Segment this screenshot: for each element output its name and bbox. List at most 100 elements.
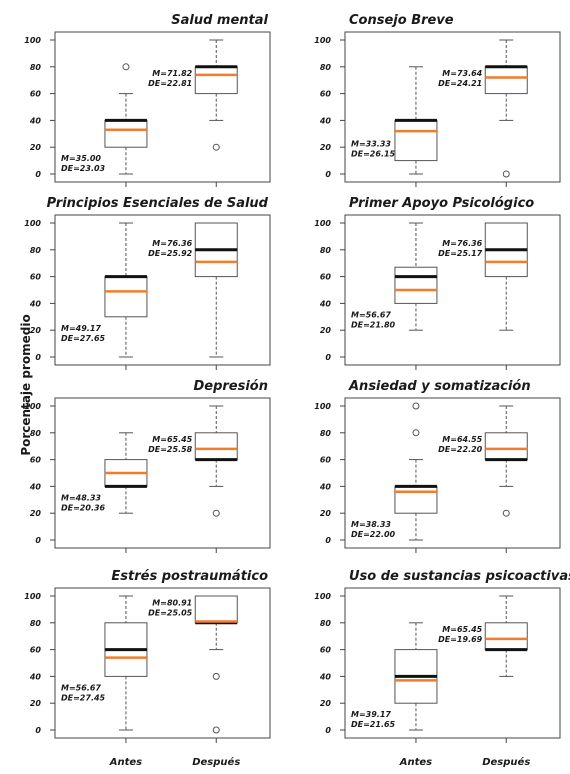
panel-frame	[54, 31, 271, 183]
annotation-sd: DE=22.81	[148, 79, 192, 88]
y-tick-label: 80	[30, 619, 42, 628]
annotation-mean: M=65.45	[152, 435, 192, 444]
panel: Uso de sustancias psicoactivas 0 20 40 60 80 1…	[314, 569, 570, 743]
y-tick-label: 20	[320, 699, 332, 708]
panel-frame	[54, 214, 271, 366]
annotation-mean: M=64.55	[442, 435, 482, 444]
y-tick-label: 0	[35, 353, 41, 362]
y-tick-label: 40	[319, 482, 332, 491]
annotation-sd: DE=27.45	[61, 693, 106, 702]
annotation-mean: M=71.82	[152, 69, 192, 78]
annotation-mean: M=56.67	[61, 683, 101, 692]
x-axis-labels: Antes Después Antes Después	[109, 756, 531, 768]
y-tick-label: 100	[24, 592, 41, 601]
panel-frame	[344, 397, 561, 549]
annotation-sd: DE=23.03	[61, 164, 106, 173]
panel: Primer Apoyo Psicológico 0 20 40 60 80 100 M=56…	[314, 196, 561, 370]
y-axis-label: Porcentaje promedio	[19, 314, 33, 455]
annotation-sd: DE=25.05	[148, 608, 193, 617]
annotation-sd: DE=21.65	[351, 720, 396, 729]
y-tick-label: 60	[30, 273, 42, 282]
annotation-sd: DE=25.58	[148, 445, 193, 454]
y-tick-label: 40	[319, 672, 332, 681]
y-tick-label: 40	[319, 116, 332, 125]
y-tick-label: 20	[30, 326, 42, 335]
y-tick-label: 20	[320, 143, 332, 152]
outlier-point	[212, 672, 220, 680]
annotation-mean: M=80.91	[152, 598, 192, 607]
annotation-sd: DE=22.00	[351, 530, 396, 539]
x-category-label: Antes	[109, 757, 142, 768]
y-tick-label: 40	[29, 672, 42, 681]
box-rect	[484, 66, 528, 95]
annotation-sd: DE=19.69	[438, 635, 483, 644]
annotation-mean: M=35.00	[61, 154, 101, 163]
y-tick-label: 0	[35, 726, 41, 735]
y-tick-label: 20	[320, 509, 332, 518]
annotation-mean: M=73.64	[442, 69, 482, 78]
y-tick-label: 40	[319, 299, 332, 308]
annotation-mean: M=33.33	[351, 140, 391, 149]
y-tick-label: 0	[35, 170, 41, 179]
y-tick-label: 0	[325, 536, 331, 545]
outlier-point	[502, 509, 510, 517]
y-tick-label: 100	[24, 402, 41, 411]
y-tick-label: 20	[30, 699, 42, 708]
y-tick-label: 100	[314, 36, 331, 45]
box-rect	[394, 266, 438, 304]
panel-title: Estrés postraumático	[111, 569, 268, 584]
outlier-point	[212, 726, 220, 734]
panel: Consejo Breve 0 20 40 60 80 100 M=33.33DE=26.15…	[314, 13, 561, 187]
outlier-point	[122, 63, 130, 71]
y-tick-label: 80	[30, 429, 42, 438]
y-tick-label: 0	[325, 353, 331, 362]
annotation-mean: M=56.67	[351, 310, 391, 319]
outlier-point	[412, 429, 420, 437]
annotation-mean: M=38.33	[351, 520, 391, 529]
y-tick-label: 100	[24, 219, 41, 228]
box-rect	[104, 119, 148, 148]
annotation-sd: DE=26.15	[351, 150, 396, 159]
box-rect	[484, 622, 528, 651]
box-rect	[394, 119, 438, 162]
panel-title: Principios Esenciales de Salud	[47, 196, 269, 211]
annotation-mean: M=76.36	[442, 239, 482, 248]
annotation-sd: DE=27.65	[61, 334, 106, 343]
panel-title: Primer Apoyo Psicológico	[349, 196, 534, 211]
x-category-label: Antes	[399, 757, 432, 768]
box-rect	[484, 432, 528, 461]
annotation-mean: M=48.33	[61, 493, 101, 502]
panel-title: Ansiedad y somatización	[348, 379, 531, 394]
outlier-point	[412, 402, 420, 410]
annotation-sd: DE=20.36	[61, 503, 106, 512]
y-tick-label: 80	[320, 63, 332, 72]
annotation-sd: DE=21.80	[351, 320, 396, 329]
y-tick-label: 40	[29, 116, 42, 125]
y-tick-label: 80	[320, 246, 332, 255]
y-tick-label: 100	[314, 592, 331, 601]
panel-title: Consejo Breve	[349, 13, 454, 28]
y-tick-label: 80	[320, 619, 332, 628]
box-rect	[104, 276, 148, 318]
annotation-sd: DE=22.20	[438, 445, 483, 454]
y-tick-label: 100	[24, 36, 41, 45]
annotation-mean: M=49.17	[61, 324, 101, 333]
panel: Ansiedad y somatización 0 20 40 60 80 100 M=38.…	[314, 379, 561, 553]
panel-title: Salud mental	[171, 13, 268, 28]
y-tick-label: 80	[30, 246, 42, 255]
outlier-point	[212, 509, 220, 517]
panel-frame	[54, 587, 271, 739]
y-tick-label: 60	[320, 456, 332, 465]
y-tick-label: 100	[314, 402, 331, 411]
outlier-point	[502, 170, 510, 178]
y-tick-label: 60	[30, 456, 42, 465]
y-tick-label: 40	[29, 482, 42, 491]
panel: Principios Esenciales de Salud 0 20 40 60 80 1…	[24, 196, 271, 370]
annotation-sd: DE=25.92	[148, 249, 193, 258]
box-rect	[194, 66, 238, 95]
y-tick-label: 100	[314, 219, 331, 228]
